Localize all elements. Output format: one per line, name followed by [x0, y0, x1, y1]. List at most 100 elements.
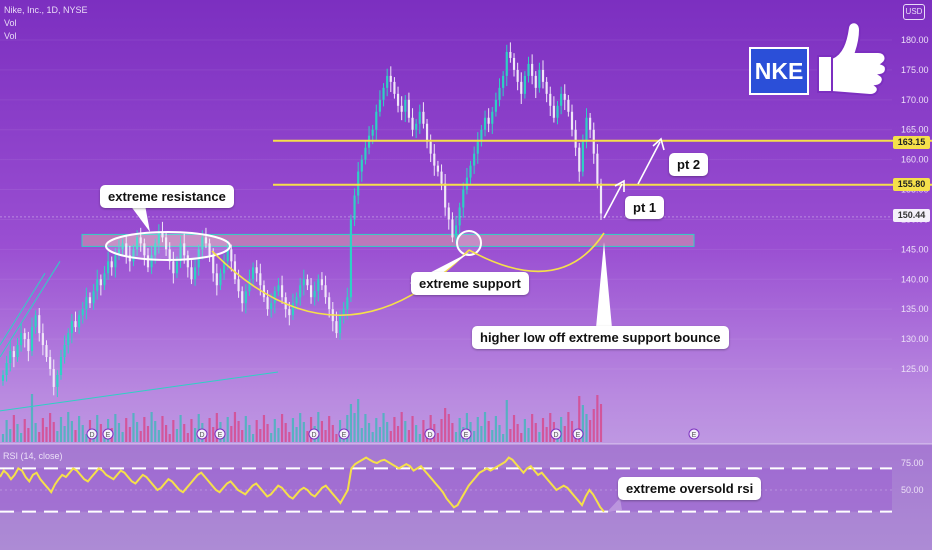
volume-bar-87 — [317, 412, 320, 442]
event-marker-3 — [214, 428, 226, 440]
volume-bar-103 — [375, 418, 378, 442]
thumbs-up-icon — [817, 21, 887, 97]
candle-body-13 — [49, 357, 52, 369]
candle-body-20 — [74, 321, 77, 328]
volume-bar-102 — [371, 432, 374, 442]
candle-body-151 — [549, 93, 552, 106]
candle-body-146 — [531, 63, 534, 76]
candle-body-73 — [266, 297, 269, 310]
candle-body-48 — [175, 261, 179, 274]
candle-body-64 — [233, 261, 237, 280]
oversold-rsi-label: extreme oversold rsi — [618, 477, 762, 500]
volume-bar-142 — [516, 424, 519, 442]
volume-bar-134 — [487, 421, 490, 442]
event-marker-text-8: D — [553, 432, 558, 439]
volume-bar-13 — [49, 413, 52, 442]
volume-bar-31 — [114, 414, 117, 442]
candle-body-15 — [56, 374, 59, 387]
candle-body-122 — [444, 183, 447, 208]
candle-body-43 — [157, 231, 160, 244]
candle-body-84 — [306, 279, 309, 286]
candle-body-70 — [255, 267, 258, 274]
volume-bar-5 — [20, 433, 23, 442]
candle-body-57 — [208, 243, 211, 256]
volume-bar-107 — [389, 431, 392, 442]
volume-bar-81 — [295, 427, 298, 442]
candle-body-62 — [226, 249, 229, 262]
candle-body-37 — [136, 237, 139, 250]
volume-bar-128 — [465, 413, 468, 442]
event-marker-8 — [550, 428, 562, 440]
volume-bar-88 — [320, 421, 324, 442]
volume-bar-11 — [41, 418, 44, 442]
price-tick-label-0: 125.00 — [901, 364, 929, 374]
event-marker-text-6: D — [427, 432, 432, 439]
volume-bar-121 — [440, 419, 443, 442]
volume-bar-74 — [270, 433, 273, 442]
candle-body-87 — [317, 279, 320, 292]
candle-body-147 — [534, 75, 537, 88]
event-marker-4 — [308, 428, 320, 440]
candle-body-32 — [117, 249, 121, 256]
candle-body-116 — [422, 111, 425, 124]
candle-body-129 — [469, 165, 472, 178]
candle-body-109 — [396, 93, 400, 106]
candle-body-113 — [411, 117, 414, 130]
candle-body-46 — [168, 249, 171, 262]
volume-bar-115 — [418, 434, 421, 442]
volume-bar-72 — [262, 415, 266, 442]
volume-bar-10 — [38, 432, 41, 442]
volume-bar-2 — [9, 429, 12, 442]
volume-bar-50 — [183, 424, 186, 442]
volume-bar-17 — [63, 426, 66, 442]
candle-body-119 — [433, 153, 436, 166]
event-marker-text-2: D — [199, 432, 204, 439]
candle-body-132 — [480, 129, 483, 142]
candle-body-92 — [335, 321, 338, 334]
oversold-pointer — [607, 498, 622, 512]
pt1-arrow-head — [614, 179, 625, 192]
candle-body-44 — [161, 231, 164, 238]
candle-body-155 — [563, 93, 566, 100]
event-marker-9 — [572, 428, 584, 440]
volume-bar-143 — [520, 433, 523, 442]
currency-button[interactable]: USD — [903, 4, 925, 20]
volume-bar-18 — [67, 412, 70, 442]
volume-bar-132 — [480, 426, 483, 442]
candle-body-150 — [545, 81, 548, 94]
pt2-arrow-head — [652, 137, 665, 151]
volume-bar-46 — [168, 434, 171, 442]
event-marker-1 — [102, 428, 114, 440]
candle-body-77 — [280, 285, 284, 298]
volume-bar-124 — [451, 423, 454, 442]
candle-body-35 — [128, 255, 131, 262]
last-price-tag: 150.44 — [893, 209, 930, 222]
volume-bar-136 — [494, 416, 497, 442]
volume-bar-7 — [27, 428, 30, 442]
candle-body-5 — [20, 333, 23, 346]
volume-bar-16 — [59, 417, 63, 442]
candle-body-56 — [204, 237, 208, 244]
candle-body-137 — [498, 87, 501, 100]
volume-bar-104 — [378, 427, 382, 442]
candle-body-75 — [273, 291, 276, 304]
candle-body-106 — [386, 75, 389, 88]
rsi-tick-label-0: 50.00 — [901, 485, 924, 495]
candle-body-67 — [244, 291, 247, 304]
rsi-panel: 50.00 75.00 — [0, 443, 932, 550]
candle-body-139 — [505, 51, 508, 76]
candle-body-124 — [451, 219, 454, 238]
candle-body-93 — [338, 315, 342, 334]
volume-bar-20 — [74, 430, 77, 442]
volume-bar-83 — [302, 422, 305, 442]
volume-bar-164 — [596, 395, 599, 442]
volume-bar-76 — [277, 428, 280, 442]
candle-body-79 — [288, 309, 291, 316]
volume-bar-39 — [143, 417, 146, 442]
volume-bar-146 — [531, 414, 534, 442]
candle-body-127 — [462, 189, 465, 208]
volume-bar-43 — [157, 430, 160, 442]
volume-bar-122 — [444, 408, 447, 442]
